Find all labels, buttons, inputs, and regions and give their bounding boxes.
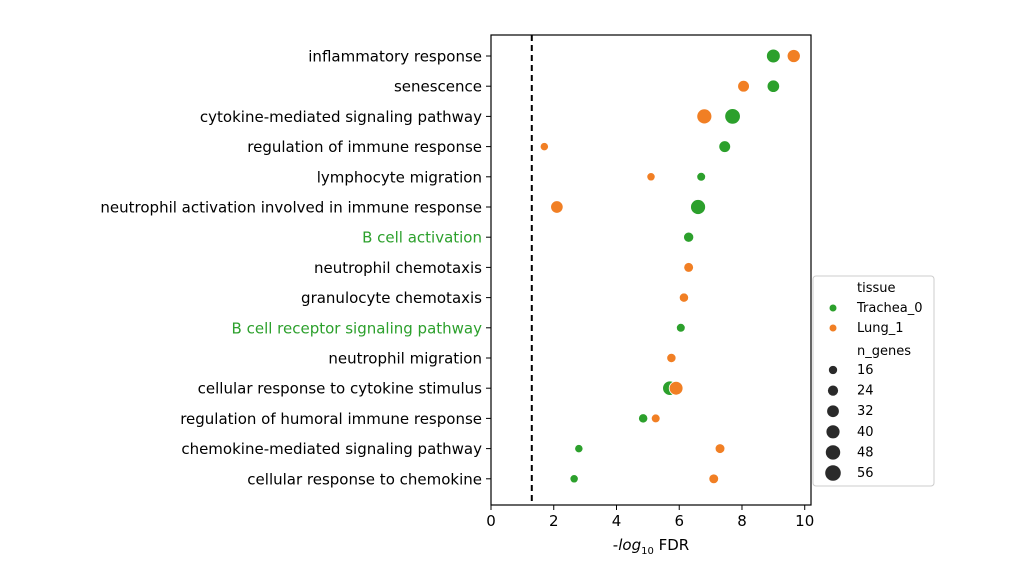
data-point bbox=[786, 49, 801, 63]
y-tick-label: cytokine-mediated signaling pathway bbox=[200, 108, 482, 126]
y-tick-label: B cell receptor signaling pathway bbox=[232, 319, 483, 337]
y-tick-label: chemokine-mediated signaling pathway bbox=[181, 440, 482, 458]
y-tick-label: cellular response to cytokine stimulus bbox=[198, 380, 483, 398]
x-tick-label: 0 bbox=[486, 512, 496, 530]
legend-box bbox=[812, 275, 935, 487]
legend-marker-trachea-0 bbox=[829, 304, 837, 312]
legend-marker-lung-1 bbox=[829, 324, 837, 332]
y-tick-label: neutrophil migration bbox=[328, 350, 482, 368]
series-lung-1 bbox=[539, 49, 801, 485]
x-tick-label: 2 bbox=[549, 512, 559, 530]
data-point bbox=[724, 108, 741, 125]
legend-series-label: Lung_1 bbox=[857, 321, 904, 336]
axes-frame bbox=[490, 34, 812, 506]
data-point bbox=[714, 443, 726, 454]
data-point bbox=[708, 473, 720, 485]
data-point bbox=[696, 171, 707, 182]
y-tick-label: granulocyte chemotaxis bbox=[301, 289, 482, 307]
legend-size-label: 40 bbox=[857, 425, 874, 440]
data-point bbox=[690, 199, 706, 215]
data-point bbox=[696, 108, 713, 125]
legend-size-marker bbox=[825, 465, 841, 481]
x-tick-label: 4 bbox=[612, 512, 622, 530]
x-axis-label-log: log bbox=[618, 536, 641, 554]
data-point bbox=[766, 79, 780, 93]
legend-series-label: Trachea_0 bbox=[856, 301, 922, 316]
y-tick-label: neutrophil activation involved in immune… bbox=[100, 199, 482, 217]
legend-hue-title: tissue bbox=[857, 281, 896, 296]
data-point bbox=[718, 140, 732, 153]
legend-size-title: n_genes bbox=[857, 344, 911, 359]
x-axis-label-subscript: 10 bbox=[641, 546, 654, 557]
y-tick-label: senescence bbox=[394, 78, 482, 96]
y-tick-label: regulation of humoral immune response bbox=[180, 410, 482, 428]
legend: tissue Trachea_0 Lung_1 n_genes 16 24 32 40 48 56 bbox=[812, 275, 935, 487]
legend-size-label: 56 bbox=[857, 466, 874, 481]
data-point bbox=[638, 413, 649, 424]
legend-size-marker bbox=[826, 425, 840, 439]
data-point bbox=[683, 262, 694, 273]
data-point bbox=[683, 231, 695, 243]
y-tick-label: lymphocyte migration bbox=[317, 168, 482, 186]
y-tick-label: cellular response to chemokine bbox=[247, 470, 482, 488]
data-point bbox=[678, 292, 689, 303]
legend-size-label: 24 bbox=[857, 384, 874, 399]
series-trachea-0 bbox=[569, 48, 781, 484]
data-point bbox=[675, 322, 686, 333]
y-tick-label: regulation of immune response bbox=[247, 138, 482, 156]
data-point bbox=[650, 413, 661, 424]
legend-size-marker bbox=[825, 445, 841, 460]
x-axis-label-suffix: FDR bbox=[654, 536, 689, 554]
x-tick-label: 10 bbox=[795, 512, 814, 530]
legend-size-label: 48 bbox=[857, 445, 874, 460]
data-point bbox=[668, 380, 684, 396]
legend-size-marker bbox=[828, 365, 838, 375]
data-point bbox=[574, 444, 584, 454]
legend-size-label: 32 bbox=[857, 404, 874, 419]
data-point bbox=[550, 200, 564, 214]
x-tick-label: 6 bbox=[674, 512, 684, 530]
data-point bbox=[766, 48, 781, 64]
legend-size-label: 16 bbox=[857, 363, 874, 378]
y-tick-label: B cell activation bbox=[362, 229, 482, 247]
data-point bbox=[569, 474, 579, 484]
legend-size-marker bbox=[827, 385, 839, 396]
data-point bbox=[737, 79, 750, 93]
x-tick-label: 8 bbox=[737, 512, 747, 530]
legend-size-marker bbox=[827, 405, 839, 418]
data-point bbox=[666, 352, 677, 364]
x-axis-label: -log10 FDR bbox=[613, 536, 689, 557]
data-point bbox=[539, 142, 549, 152]
data-point bbox=[646, 172, 656, 182]
y-tick-label: neutrophil chemotaxis bbox=[314, 259, 482, 277]
x-axis-label-prefix: - bbox=[613, 536, 618, 554]
y-tick-label: inflammatory response bbox=[308, 48, 482, 66]
